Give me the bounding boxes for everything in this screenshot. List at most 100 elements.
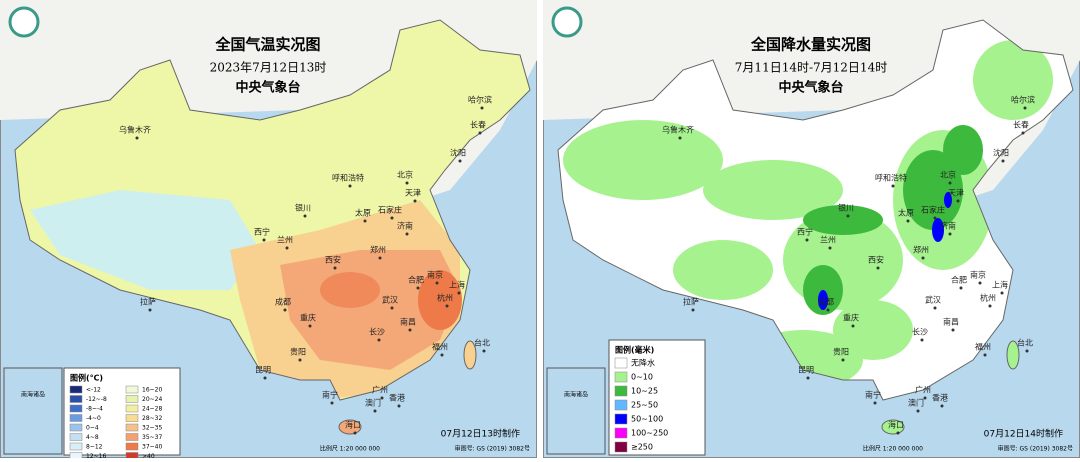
city-label: 南宁	[865, 390, 881, 400]
city-label: 香港	[389, 393, 405, 403]
city-dot	[378, 256, 382, 260]
city-dot	[303, 214, 307, 218]
made-note: 07月12日14时制作	[984, 428, 1063, 440]
inset-label: 南海诸岛	[21, 391, 45, 399]
city-dot	[458, 159, 462, 163]
legend-label: 37~40	[142, 444, 162, 451]
city-label: 福州	[975, 343, 991, 352]
city-dot	[906, 219, 910, 223]
legend-swatch	[614, 385, 628, 397]
city-label: 长春	[1013, 120, 1029, 130]
city-label: 杭州	[980, 293, 996, 303]
city-label: 乌鲁木齐	[662, 125, 694, 135]
city-label: 乌鲁木齐	[119, 125, 151, 135]
rain-heavy	[932, 218, 944, 242]
city-dot	[363, 219, 367, 223]
legend-label: 0~10	[631, 373, 653, 382]
legend-swatch	[69, 452, 83, 460]
legend-label: 8~12	[86, 444, 103, 451]
legend-label: 25~50	[631, 401, 658, 410]
temp-plateau	[30, 190, 260, 290]
city-dot	[377, 338, 381, 342]
city-dot	[921, 256, 925, 260]
city-label: 济南	[940, 221, 956, 231]
city-label: 海口	[888, 420, 904, 430]
china-border	[14, 19, 531, 401]
city-label: 太原	[898, 208, 914, 218]
city-dot	[678, 136, 682, 140]
approval-note: 审图号: GS (2019) 3082号	[455, 445, 530, 453]
city-dot	[480, 106, 484, 110]
city-label: 南昌	[943, 317, 959, 327]
rain-moderate	[943, 125, 983, 175]
city-label: 南昌	[400, 317, 416, 327]
scale-note: 比例尺 1:20 000 000	[863, 445, 923, 453]
agency: 中央气象台	[778, 80, 843, 96]
china-border	[557, 19, 1074, 401]
city-label: 西安	[325, 255, 341, 265]
legend-title: 图例(毫米)	[615, 345, 654, 355]
city-dot	[988, 304, 992, 308]
legend-label: >40	[142, 453, 155, 458]
legend-label: 12~16	[86, 453, 106, 458]
city-label: 拉萨	[140, 297, 156, 307]
city-dot	[851, 324, 855, 328]
city-label: 广州	[915, 385, 931, 395]
legend-label: 28~32	[142, 415, 162, 422]
city-dot	[135, 136, 139, 140]
city-dot	[873, 401, 877, 405]
rain-light	[973, 40, 1053, 120]
legend-label: -8~-4	[86, 406, 103, 413]
hainan	[338, 419, 362, 435]
city-label: 成都	[275, 297, 291, 307]
legend-label: -12~-8	[86, 396, 107, 403]
legend-swatch	[69, 395, 83, 403]
city-label: 郑州	[370, 245, 386, 255]
city-dot	[933, 306, 937, 310]
legend-label: 50~100	[631, 415, 663, 424]
legend-swatch	[125, 423, 139, 432]
rain-heavy	[818, 290, 828, 310]
city-label: 哈尔滨	[1011, 95, 1035, 105]
city-label: 石家庄	[378, 205, 402, 215]
legend-swatch	[125, 433, 139, 441]
city-dot	[1023, 106, 1027, 110]
city-dot	[916, 409, 920, 413]
city-label: 香港	[932, 393, 948, 403]
rain-light	[833, 300, 913, 360]
inset	[546, 367, 606, 455]
rain-light	[563, 120, 723, 200]
city-label: 长春	[470, 120, 486, 130]
city-dot	[828, 246, 832, 250]
city-label: 成都	[818, 297, 834, 307]
legend-label: 0~4	[86, 425, 99, 432]
city-dot	[940, 404, 944, 408]
subtitle: 7月11日14时-7月12日14时	[735, 61, 887, 75]
legend-label: 10~25	[631, 387, 658, 396]
city-label: 兰州	[820, 235, 836, 245]
city-label: 南京	[970, 270, 986, 280]
legend-swatch	[614, 413, 628, 425]
city-dot	[353, 431, 357, 435]
city-label: 呼和浩特	[332, 173, 364, 183]
inset	[3, 367, 63, 455]
legend-swatch	[614, 399, 628, 411]
city-label: 呼和浩特	[875, 173, 907, 183]
legend-swatch	[125, 385, 139, 394]
city-label: 哈尔滨	[468, 95, 492, 105]
city-label: 沈阳	[993, 148, 1009, 158]
city-dot	[405, 232, 409, 236]
inset-label: 南海诸岛	[564, 391, 588, 399]
made-note: 07月12日13时制作	[441, 428, 520, 440]
city-dot	[978, 281, 982, 285]
legend-swatch	[69, 414, 83, 422]
rain-heavy	[944, 192, 952, 208]
city-label: 台北	[1017, 338, 1033, 348]
legend-swatch	[69, 442, 83, 451]
city-label: 银川	[838, 203, 854, 213]
city-label: 澳门	[365, 398, 381, 408]
city-dot	[1000, 291, 1004, 295]
city-label: 北京	[397, 170, 413, 180]
hainan	[881, 419, 905, 435]
